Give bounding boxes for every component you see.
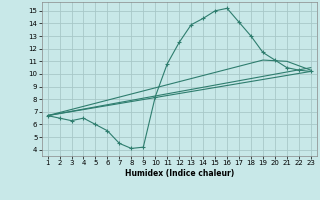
X-axis label: Humidex (Indice chaleur): Humidex (Indice chaleur) bbox=[124, 169, 234, 178]
